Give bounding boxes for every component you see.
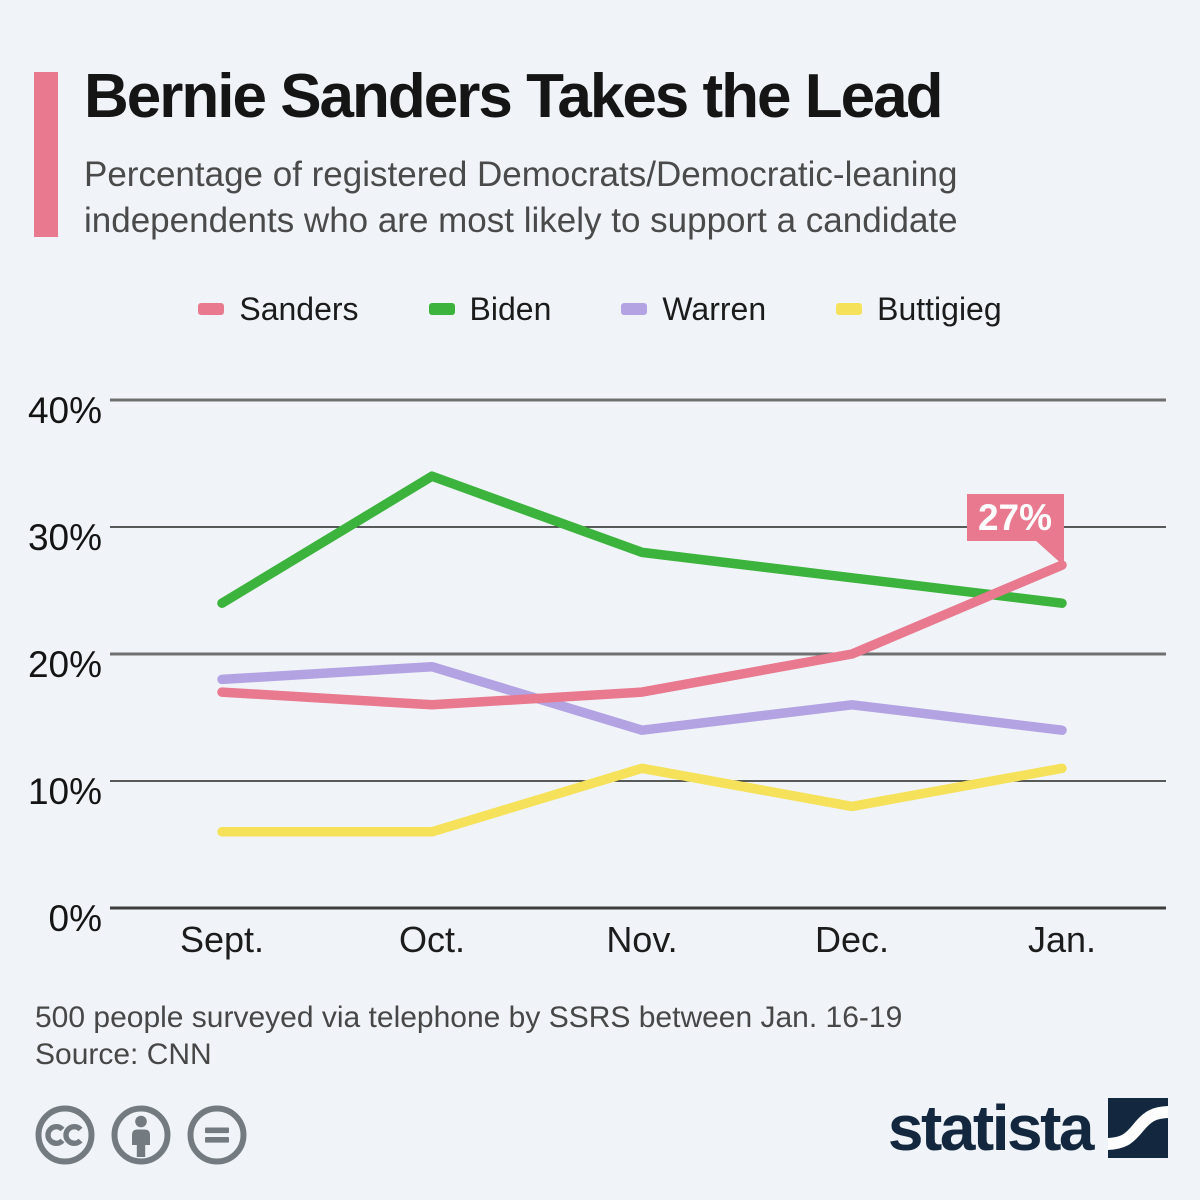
x-tick-label: Oct. [399,919,465,960]
line-warren [217,661,1067,735]
legend-label-buttigieg: Buttigieg [877,290,1002,327]
title-accent-bar [34,72,58,237]
survey-note: 500 people surveyed via telephone by SSR… [35,1001,903,1034]
y-tick-label: 20% [28,644,102,685]
statista-logo-icon [1108,1098,1168,1158]
y-tick-label: 30% [28,517,102,558]
x-tick-label: Sept. [180,919,264,960]
sanders-marker-icon [198,303,225,315]
line-buttigieg [217,763,1067,837]
line-biden [217,471,1067,608]
legend-item-buttigieg: Buttigieg [836,291,1002,328]
annotation-callout: 27% [967,494,1064,566]
cc-by-icon[interactable] [110,1104,172,1166]
legend-label-sanders: Sanders [239,290,359,327]
line-sanders [217,560,1067,710]
legend-label-biden: Biden [469,290,552,327]
callout-tail [1035,540,1064,566]
license-icons[interactable] [34,1104,248,1166]
x-tick-label: Nov. [606,919,677,960]
callout-box [967,494,1064,541]
y-tick-label: 0% [49,898,102,939]
chart-title: Bernie Sanders Takes the Lead [84,62,943,131]
source-note: Source: CNN [35,1038,212,1071]
biden-marker-icon [428,303,455,315]
line-chart: 40% 30% 20% 10% 0% Sept. Oct. Nov. Dec. Jan. 27% [28,390,1166,960]
legend-item-warren: Warren [621,291,766,328]
warren-marker-icon [621,303,648,315]
x-tick-label: Dec. [815,919,889,960]
legend-item-sanders: Sanders [198,290,359,328]
callout-value: 27% [978,497,1052,538]
buttigieg-marker-icon [836,303,863,315]
legend-item-biden: Biden [428,290,552,328]
legend: Sanders Biden Warren Buttigieg [0,288,1200,330]
chart-subtitle: Percentage of registered Democrats/Democ… [84,155,958,240]
cc-icon[interactable] [34,1104,96,1166]
legend-label-warren: Warren [662,290,767,327]
y-tick-label: 40% [28,390,102,431]
x-tick-label: Jan. [1028,919,1096,960]
cc-nd-icon[interactable] [186,1104,248,1166]
statista-logo[interactable]: statista [887,1092,1168,1164]
y-tick-label: 10% [28,771,102,812]
statista-logo-text: statista [887,1092,1095,1164]
